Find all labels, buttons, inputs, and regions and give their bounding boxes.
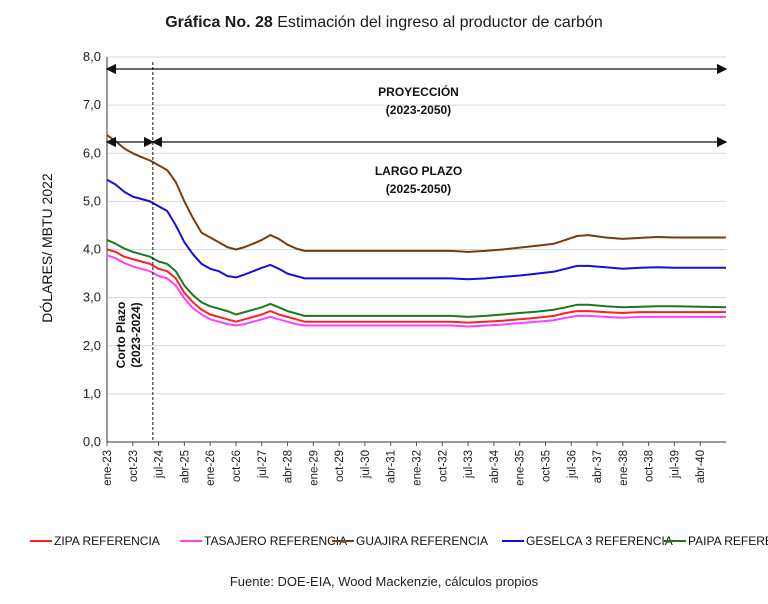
y-axis-label: DÓLARES/ MBTU 2022 <box>39 173 55 323</box>
series-line-2 <box>106 134 726 253</box>
x-tick-label: oct-26 <box>231 450 243 482</box>
series-lines <box>106 134 727 328</box>
y-axis-ticks: 0,0 1,0 2,0 3,0 4,0 5,0 6,0 7,0 8,0 <box>83 49 101 449</box>
corto-plazo-range: (2023-2024) <box>129 302 143 367</box>
proyeccion-label: PROYECCIÓN <box>378 84 459 99</box>
chart-title: Gráfica No. 28 Estimación del ingreso al… <box>0 14 768 32</box>
y-tick-label: 7,0 <box>83 97 101 112</box>
x-tick-label: ene-26 <box>205 450 217 486</box>
x-tick-label: oct-32 <box>437 450 449 482</box>
chart-title-number: Gráfica No. 28 <box>165 14 273 31</box>
largo-plazo-range: (2025-2050) <box>386 182 451 196</box>
x-tick-label: oct-35 <box>540 450 552 482</box>
source-note: Fuente: DOE-EIA, Wood Mackenzie, cálculo… <box>229 574 539 589</box>
y-tick-label: 8,0 <box>83 49 101 64</box>
x-tick-label: ene-32 <box>412 450 424 486</box>
y-tick-label: 5,0 <box>83 193 101 208</box>
x-tick-label: ene-23 <box>102 450 114 486</box>
chart-title-text: Estimación del ingreso al productor de c… <box>272 14 603 31</box>
x-tick-label: jul-39 <box>669 450 681 479</box>
legend-label-2: GUAJIRA REFERENCIA <box>356 534 488 548</box>
legend-label-0: ZIPA REFERENCIA <box>54 534 160 548</box>
legend: ZIPA REFERENCIA TASAJERO REFERENCIA GUAJIR… <box>30 534 768 548</box>
grid <box>107 56 726 395</box>
x-axis-ticks: ene-23 oct-23 jul-24 abr-25 ene-26 oct-26 jul-… <box>102 442 707 486</box>
x-tick-label: abr-28 <box>283 450 295 483</box>
largo-plazo-label: LARGO PLAZO <box>375 164 462 178</box>
x-tick-label: ene-29 <box>308 450 320 486</box>
x-tick-label: oct-23 <box>128 450 140 482</box>
series-line-1 <box>106 254 726 328</box>
corto-plazo-label: Corto Plazo <box>114 302 128 369</box>
x-tick-label: oct-38 <box>644 450 656 482</box>
x-tick-label: jul-33 <box>463 450 475 479</box>
y-tick-label: 4,0 <box>83 242 101 257</box>
x-tick-label: abr-37 <box>592 450 604 483</box>
legend-label-3: GESELCA 3 REFERENCIA <box>526 534 673 548</box>
x-tick-label: jul-24 <box>154 449 166 479</box>
x-tick-label: jul-36 <box>566 450 578 479</box>
x-tick-label: oct-29 <box>334 450 346 482</box>
y-tick-label: 6,0 <box>83 145 101 160</box>
x-tick-label: abr-31 <box>386 450 398 483</box>
y-tick-label: 2,0 <box>83 338 101 353</box>
x-tick-label: ene-35 <box>515 450 527 486</box>
x-tick-label: abr-25 <box>179 450 191 483</box>
x-tick-label: abr-34 <box>489 449 501 483</box>
x-tick-label: jul-30 <box>360 450 372 479</box>
x-tick-label: abr-40 <box>695 450 707 483</box>
series-line-4 <box>106 238 727 318</box>
series-line-0 <box>106 248 726 324</box>
series-line-3 <box>106 178 726 281</box>
y-tick-label: 3,0 <box>83 290 101 305</box>
y-tick-label: 0,0 <box>83 434 101 449</box>
x-tick-label: jul-27 <box>257 450 269 479</box>
annotations: PROYECCIÓN (2023-2050) LARGO PLAZO (2025… <box>105 62 728 442</box>
proyeccion-range: (2023-2050) <box>386 103 451 117</box>
x-tick-label: ene-38 <box>618 450 630 486</box>
y-tick-label: 1,0 <box>83 386 101 401</box>
legend-label-4: PAIPA REFERENCIA <box>688 534 768 548</box>
legend-label-1: TASAJERO REFERENCIA <box>204 534 347 548</box>
